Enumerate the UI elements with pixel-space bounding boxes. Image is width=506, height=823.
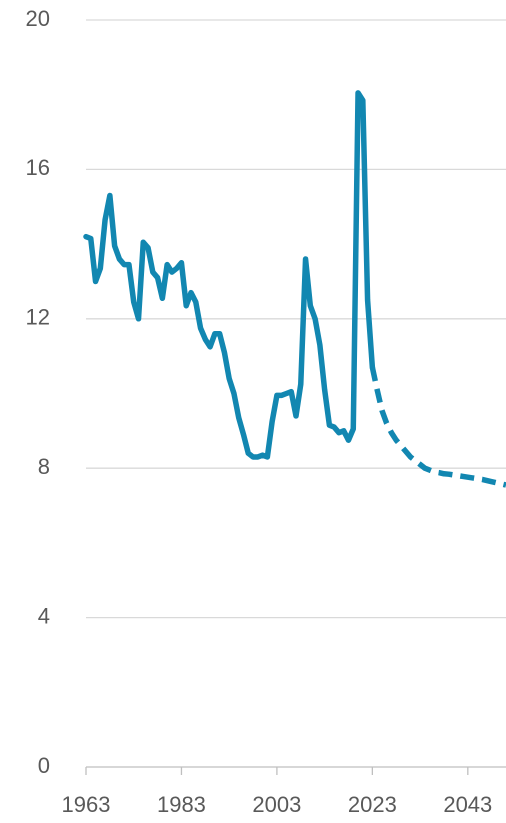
y-tick-label: 4 (38, 603, 50, 628)
line-series (369, 366, 506, 488)
x-tick-label: 1983 (157, 792, 206, 817)
x-tick-label: 2003 (252, 792, 301, 817)
x-tick-label: 1963 (62, 792, 111, 817)
y-tick-label: 0 (38, 753, 50, 778)
y-tick-label: 16 (26, 155, 50, 180)
y-tick-label: 8 (38, 454, 50, 479)
y-tick-label: 20 (26, 6, 50, 31)
x-tick-label: 2023 (348, 792, 397, 817)
line-series (83, 90, 376, 460)
y-tick-label: 12 (26, 305, 50, 330)
x-tick-label: 2043 (443, 792, 492, 817)
